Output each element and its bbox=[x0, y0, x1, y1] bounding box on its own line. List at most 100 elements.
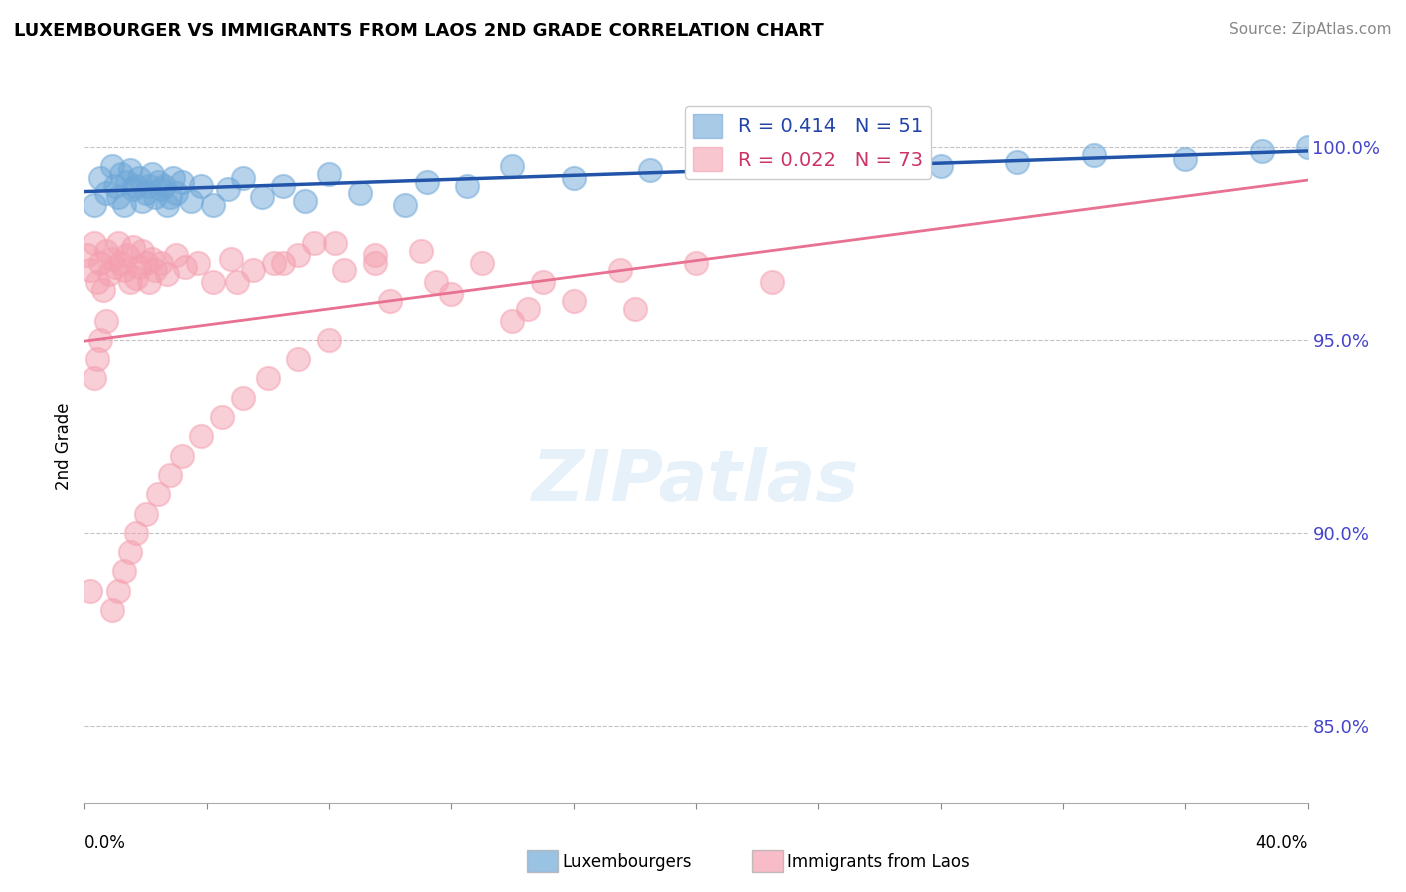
Text: 0.0%: 0.0% bbox=[84, 834, 127, 852]
Point bbox=[1296, 140, 1319, 154]
Point bbox=[149, 256, 172, 270]
Point bbox=[318, 167, 340, 181]
Point bbox=[135, 186, 157, 201]
Point bbox=[201, 198, 224, 212]
Point bbox=[107, 236, 129, 251]
Point bbox=[186, 256, 208, 270]
Point bbox=[271, 256, 294, 270]
Point bbox=[76, 248, 98, 262]
Point bbox=[115, 175, 138, 189]
Point bbox=[89, 170, 111, 185]
Point bbox=[156, 268, 179, 282]
Point bbox=[138, 178, 160, 193]
Point bbox=[409, 244, 432, 259]
Point bbox=[153, 178, 176, 193]
Point bbox=[416, 175, 439, 189]
Point bbox=[112, 198, 135, 212]
Point bbox=[531, 275, 554, 289]
Point bbox=[131, 244, 153, 259]
Point bbox=[638, 163, 661, 178]
Point bbox=[190, 429, 212, 443]
Point bbox=[516, 301, 538, 316]
Point bbox=[792, 155, 814, 169]
Point bbox=[110, 167, 132, 181]
Point bbox=[143, 190, 166, 204]
Point bbox=[287, 352, 309, 367]
Point bbox=[232, 391, 254, 405]
Point bbox=[232, 170, 254, 185]
Point bbox=[624, 301, 647, 316]
Point bbox=[79, 263, 101, 277]
Point bbox=[112, 565, 135, 579]
Point bbox=[146, 487, 169, 501]
Point bbox=[502, 159, 524, 173]
Point bbox=[86, 352, 108, 367]
Point bbox=[333, 263, 356, 277]
Point bbox=[456, 178, 478, 193]
Text: Luxembourgers: Luxembourgers bbox=[562, 853, 692, 871]
Point bbox=[83, 198, 105, 212]
Point bbox=[122, 240, 145, 254]
Point bbox=[302, 236, 325, 251]
Point bbox=[929, 159, 952, 173]
Point bbox=[716, 159, 738, 173]
Point bbox=[110, 256, 132, 270]
Point bbox=[380, 294, 402, 309]
Point bbox=[120, 275, 142, 289]
Point bbox=[141, 252, 163, 266]
Point bbox=[562, 294, 585, 309]
Point bbox=[94, 186, 117, 201]
Text: LUXEMBOURGER VS IMMIGRANTS FROM LAOS 2ND GRADE CORRELATION CHART: LUXEMBOURGER VS IMMIGRANTS FROM LAOS 2ND… bbox=[14, 22, 824, 40]
Point bbox=[159, 190, 181, 204]
Point bbox=[394, 198, 416, 212]
Point bbox=[165, 186, 187, 201]
Point bbox=[172, 449, 194, 463]
Y-axis label: 2nd Grade: 2nd Grade bbox=[55, 402, 73, 490]
Point bbox=[107, 583, 129, 598]
Point bbox=[349, 186, 371, 201]
Point bbox=[287, 248, 309, 262]
Point bbox=[1174, 152, 1197, 166]
Point bbox=[1250, 144, 1272, 158]
Point bbox=[135, 507, 157, 521]
Text: Source: ZipAtlas.com: Source: ZipAtlas.com bbox=[1229, 22, 1392, 37]
Point bbox=[190, 178, 212, 193]
Point bbox=[107, 190, 129, 204]
Point bbox=[502, 313, 524, 327]
Legend: R = 0.414   N = 51, R = 0.022   N = 73: R = 0.414 N = 51, R = 0.022 N = 73 bbox=[685, 106, 931, 178]
Point bbox=[122, 182, 145, 196]
Point bbox=[120, 545, 142, 559]
Point bbox=[83, 236, 105, 251]
Point bbox=[471, 256, 494, 270]
Point bbox=[201, 275, 224, 289]
Point bbox=[226, 275, 249, 289]
Point bbox=[869, 152, 891, 166]
Point bbox=[294, 194, 316, 208]
Text: ZIPatlas: ZIPatlas bbox=[533, 447, 859, 516]
Point bbox=[128, 170, 150, 185]
Point bbox=[101, 603, 124, 617]
Point bbox=[156, 198, 179, 212]
Point bbox=[242, 263, 264, 277]
Point bbox=[211, 410, 233, 425]
Point bbox=[91, 283, 114, 297]
Text: 40.0%: 40.0% bbox=[1256, 834, 1308, 852]
Point bbox=[180, 194, 202, 208]
Point bbox=[162, 170, 184, 185]
Point bbox=[1005, 155, 1028, 169]
Point bbox=[219, 252, 242, 266]
Point bbox=[263, 256, 285, 270]
Point bbox=[128, 260, 150, 274]
Point bbox=[425, 275, 447, 289]
Text: Immigrants from Laos: Immigrants from Laos bbox=[787, 853, 970, 871]
Point bbox=[125, 178, 148, 193]
Point bbox=[149, 182, 172, 196]
Point bbox=[562, 170, 585, 185]
Point bbox=[104, 178, 127, 193]
Point bbox=[83, 371, 105, 385]
Point bbox=[761, 275, 783, 289]
Point bbox=[79, 583, 101, 598]
Point bbox=[685, 256, 707, 270]
Point bbox=[217, 182, 239, 196]
Point bbox=[250, 190, 273, 204]
